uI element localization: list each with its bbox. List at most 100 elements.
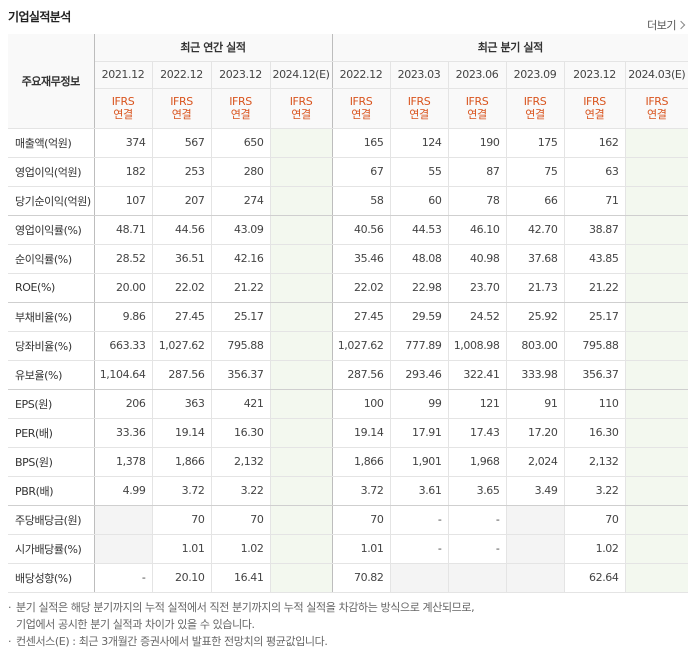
table-cell: 29.59 [390,302,449,332]
table-cell: 44.56 [152,215,212,245]
table-cell: 274 [211,186,271,216]
table-cell [625,244,689,274]
table-cell: 293.46 [390,360,449,390]
table-cell: 22.98 [390,273,449,303]
period-header: 2024.12(E) [270,61,333,89]
basis-scope: 연결 [467,108,487,121]
period-header: 2021.12 [94,61,153,89]
table-cell [625,186,689,216]
table-cell [448,563,507,593]
table-cell: 206 [94,389,153,419]
table-row: BPS(원) 1,378 1,866 2,132 1,866 1,901 1,968 2,02… [8,447,689,477]
basis-header: IFRS 연결 [390,88,449,129]
table-cell [625,418,689,448]
row-label: 시가배당률(%) [8,534,95,564]
table-cell [625,447,689,477]
table-cell: 356.37 [211,360,271,390]
table-cell: 24.52 [448,302,507,332]
footnote-1-cont: 기업에서 공시한 분기 실적과 차이가 있을 수 있습니다. [16,618,255,631]
table-cell: 3.22 [564,476,626,506]
table-cell: 1,008.98 [448,331,507,361]
table-cell: 795.88 [564,331,626,361]
table-cell [625,302,689,332]
table-cell: 28.52 [94,244,153,274]
basis-scope: 연결 [351,108,371,121]
table-cell [270,244,333,274]
table-cell: 1.02 [211,534,271,564]
table-cell: 25.92 [506,302,565,332]
table-cell: 1.01 [332,534,391,564]
table-cell [270,505,333,535]
table-cell [270,447,333,477]
table-cell: 374 [94,128,153,158]
table-cell: 21.73 [506,273,565,303]
table-row: 영업이익률(%) 48.71 44.56 43.09 40.56 44.53 46.10 42… [8,215,689,245]
table-cell: 3.49 [506,476,565,506]
table-cell: 1,027.62 [152,331,212,361]
table-cell: 1,866 [332,447,391,477]
basis-scope: 연결 [291,108,311,121]
basis-standard: IFRS [229,95,252,108]
row-label: 주당배당금(원) [8,505,95,535]
table-cell: 91 [506,389,565,419]
table-cell: 3.72 [332,476,391,506]
table-cell: 663.33 [94,331,153,361]
table-cell: 21.22 [211,273,271,303]
row-label: 매출액(억원) [8,128,95,158]
basis-header: IFRS 연결 [332,88,391,129]
table-row: 당기순이익(억원) 107 207 274 58 60 78 66 71 [8,186,689,216]
table-cell [625,273,689,303]
basis-scope: 연결 [230,108,251,121]
table-cell: 1.02 [564,534,626,564]
table-cell: 40.98 [448,244,507,274]
table-cell: 1,027.62 [332,331,391,361]
table-row: 유보율(%) 1,104.64 287.56 356.37 287.56 293.46 32… [8,360,689,390]
table-cell [270,360,333,390]
table-cell: 42.70 [506,215,565,245]
period-header: 2023.12 [211,61,271,89]
table-cell [506,563,565,593]
basis-header: IFRS 연결 [625,88,689,129]
table-cell: 2,132 [564,447,626,477]
row-label: 순이익률(%) [8,244,95,274]
basis-scope: 연결 [171,108,192,121]
basis-standard: IFRS [465,95,489,108]
basis-scope: 연결 [525,108,545,121]
table-cell: 20.10 [152,563,212,593]
table-cell: 795.88 [211,331,271,361]
table-cell: 40.56 [332,215,391,245]
period-header: 2024.03(E) [625,61,689,89]
basis-scope: 연결 [584,108,605,121]
table-cell: 67 [332,157,391,187]
table-cell: 99 [390,389,449,419]
period-header: 2023.06 [448,61,507,89]
table-cell: 20.00 [94,273,153,303]
table-cell: 17.43 [448,418,507,448]
table-cell: 3.72 [152,476,212,506]
table-row: EPS(원) 206 363 421 100 99 121 91 110 [8,389,689,419]
table-cell: 162 [564,128,626,158]
table-cell: 19.14 [152,418,212,448]
table-row: 당좌비율(%) 663.33 1,027.62 795.88 1,027.62 777.8… [8,331,689,361]
period-header: 2022.12 [152,61,212,89]
table-cell: 25.17 [564,302,626,332]
table-cell [270,273,333,303]
basis-standard: IFRS [170,95,193,108]
table-cell [506,534,565,564]
table-cell: 23.70 [448,273,507,303]
more-link[interactable]: 더보기 [647,17,684,33]
basis-standard: IFRS [289,95,313,108]
table-cell [625,505,689,535]
table-cell: 175 [506,128,565,158]
table-cell: 46.10 [448,215,507,245]
table-cell: 3.61 [390,476,449,506]
table-cell: 58 [332,186,391,216]
table-row: 순이익률(%) 28.52 36.51 42.16 35.46 48.08 40.98 37.… [8,244,689,274]
basis-header: IFRS 연결 [94,88,153,129]
table-cell: - [94,563,153,593]
quarter-group-header: 최근 분기 실적 [332,34,689,62]
table-row: 배당성향(%) -20.10 16.41 70.82 62.64 [8,563,689,593]
table-cell [625,563,689,593]
period-header: 2023.12 [564,61,626,89]
table-cell: 42.16 [211,244,271,274]
